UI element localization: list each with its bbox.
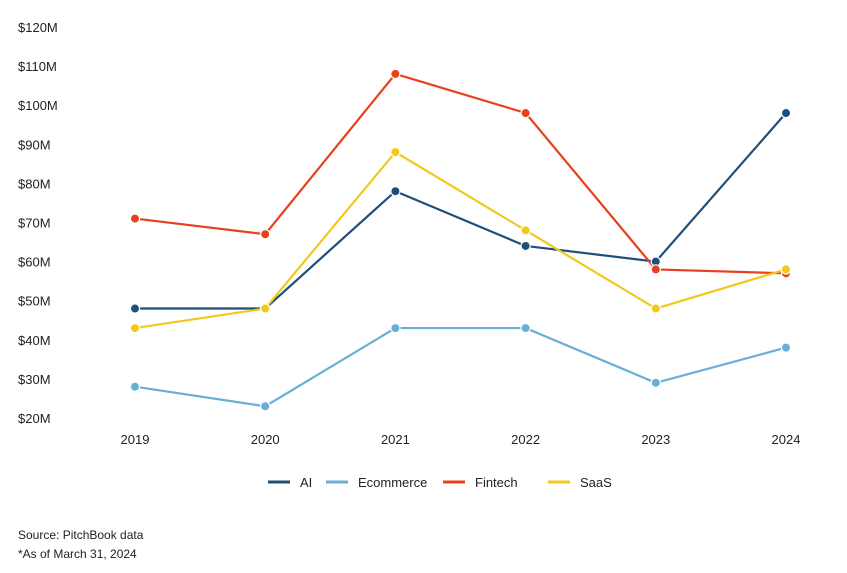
- legend-label-saas: SaaS: [580, 475, 612, 490]
- y-tick-label: $30M: [18, 372, 51, 387]
- y-tick-label: $60M: [18, 255, 51, 270]
- data-point-saas: [650, 303, 662, 314]
- data-point-saas: [780, 264, 792, 275]
- x-tick-label: 2020: [251, 432, 280, 447]
- y-tick-label: $110M: [18, 59, 57, 74]
- data-point-ecommerce: [260, 401, 271, 412]
- data-point-ecommerce: [780, 342, 792, 353]
- y-tick-label: $20M: [18, 411, 51, 426]
- data-point-fintech: [650, 264, 662, 275]
- series-line-ai: [135, 112, 787, 310]
- x-tick-label: 2021: [381, 432, 410, 447]
- data-point-fintech: [129, 213, 141, 224]
- y-tick-label: $70M: [18, 216, 51, 231]
- x-tick-label: 2024: [772, 432, 801, 447]
- data-point-saas: [129, 322, 141, 334]
- y-tick-label: $80M: [18, 176, 51, 191]
- as-of-note: *As of March 31, 2024: [18, 547, 137, 561]
- y-tick-label: $50M: [18, 294, 51, 309]
- series-lines: [134, 72, 787, 408]
- series-line-saas: [134, 151, 787, 330]
- data-point-ai: [390, 186, 401, 197]
- x-axis: 2019 2020 2021 2022 2023 2024: [121, 432, 801, 447]
- data-point-ecommerce: [129, 381, 141, 392]
- data-point-ecommerce: [650, 377, 662, 389]
- data-point-ai: [129, 303, 141, 314]
- legend-label-ai: AI: [300, 475, 312, 490]
- y-axis: $20M $30M $40M $50M $60M $70M $80M $90M $100M $11…: [18, 20, 58, 426]
- legend-label-ecommerce: Ecommerce: [358, 475, 427, 490]
- data-point-ai: [520, 240, 531, 252]
- y-tick-label: $120M: [18, 20, 58, 35]
- data-point-fintech: [390, 68, 401, 80]
- data-point-fintech: [260, 229, 271, 240]
- legend: AI Ecommerce Fintech SaaS: [268, 475, 612, 490]
- y-tick-label: $40M: [18, 333, 51, 348]
- data-point-saas: [260, 303, 271, 314]
- series-line-ecommerce: [134, 326, 787, 408]
- series-points: [129, 68, 792, 412]
- x-tick-label: 2023: [641, 432, 670, 447]
- series-line-fintech: [134, 72, 787, 275]
- data-point-fintech: [520, 107, 531, 119]
- y-tick-label: $90M: [18, 137, 51, 152]
- x-tick-label: 2022: [511, 432, 540, 447]
- legend-label-fintech: Fintech: [475, 475, 518, 490]
- data-point-ecommerce: [390, 322, 401, 334]
- source-note: Source: PitchBook data: [18, 528, 144, 542]
- data-point-ai: [780, 107, 792, 119]
- data-point-ecommerce: [520, 322, 531, 334]
- y-tick-label: $100M: [18, 98, 58, 113]
- data-point-saas: [520, 225, 531, 236]
- data-point-saas: [390, 146, 401, 158]
- x-tick-label: 2019: [121, 432, 150, 447]
